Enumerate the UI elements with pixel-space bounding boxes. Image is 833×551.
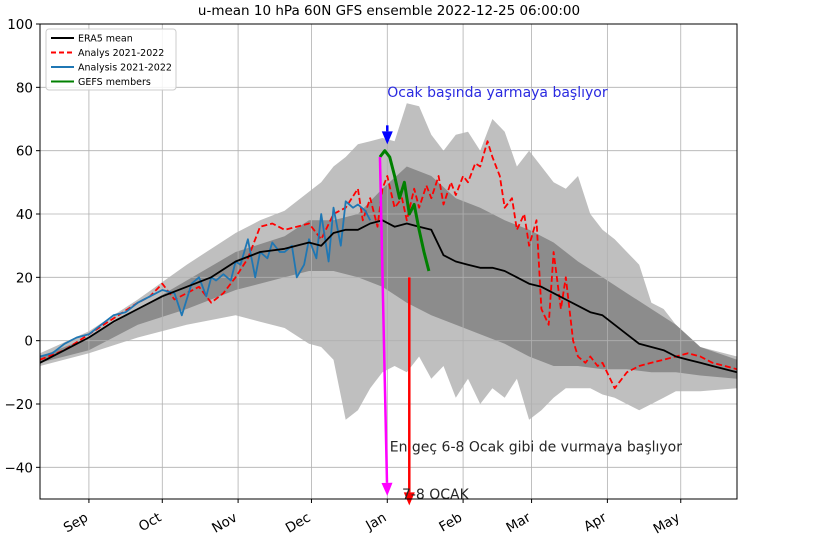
x-tick-label: Dec bbox=[283, 510, 314, 537]
inner-spread-band bbox=[40, 166, 737, 379]
y-tick-label: −20 bbox=[5, 397, 34, 413]
legend-label: GEFS members bbox=[78, 77, 151, 88]
y-tick-label: 60 bbox=[16, 144, 33, 160]
legend-label: Analys 2021-2022 bbox=[78, 48, 164, 59]
y-tick-label: −40 bbox=[5, 460, 34, 476]
arrow-shaft bbox=[378, 156, 389, 483]
chart-title: u-mean 10 hPa 60N GFS ensemble 2022-12-2… bbox=[198, 3, 580, 19]
x-tick-label: Mar bbox=[503, 509, 533, 536]
y-tick-label: 80 bbox=[16, 80, 33, 96]
x-tick-label: Apr bbox=[581, 509, 610, 535]
x-tick-label: Oct bbox=[136, 510, 164, 536]
y-tick-label: 20 bbox=[16, 270, 33, 286]
series-line-analys-2021-2022 bbox=[39, 140, 738, 390]
series-lines bbox=[39, 140, 738, 390]
x-tick-label: Sep bbox=[61, 510, 91, 537]
annotation-text: En geç 6-8 Ocak gibi de vurmaya başlıyor bbox=[390, 440, 683, 456]
y-tick-label: 100 bbox=[7, 17, 33, 33]
arrow-head bbox=[381, 131, 393, 145]
y-axis-ticks: 100 80 60 40 20 0 −20 −40 bbox=[5, 17, 40, 476]
series-line-gefs-members bbox=[378, 149, 431, 272]
annotation-text: 7-8 OCAK bbox=[402, 487, 470, 503]
series-line-era5-mean bbox=[39, 219, 738, 374]
legend-label: Analysis 2021-2022 bbox=[78, 63, 172, 74]
y-tick-label: 0 bbox=[24, 334, 33, 350]
x-axis-ticks: Sep Oct Nov Dec Jan Feb Mar Apr May bbox=[61, 499, 683, 537]
y-tick-label: 40 bbox=[16, 207, 33, 223]
plot-frame bbox=[39, 23, 738, 500]
annotation-text: Ocak başında yarmaya başlıyor bbox=[387, 85, 608, 101]
legend: ERA5 mean Analys 2021-2022 Analysis 2021-2… bbox=[45, 28, 177, 91]
x-tick-label: Jan bbox=[362, 510, 389, 535]
legend-label: ERA5 mean bbox=[78, 34, 133, 45]
legend-box bbox=[45, 28, 177, 91]
x-tick-label: Feb bbox=[436, 510, 465, 536]
arrow-head bbox=[381, 482, 393, 496]
grid-lines bbox=[40, 23, 737, 499]
x-tick-label: Nov bbox=[209, 510, 240, 537]
series-line-analysis-2021-2022 bbox=[39, 200, 371, 358]
x-tick-label: May bbox=[651, 510, 683, 538]
